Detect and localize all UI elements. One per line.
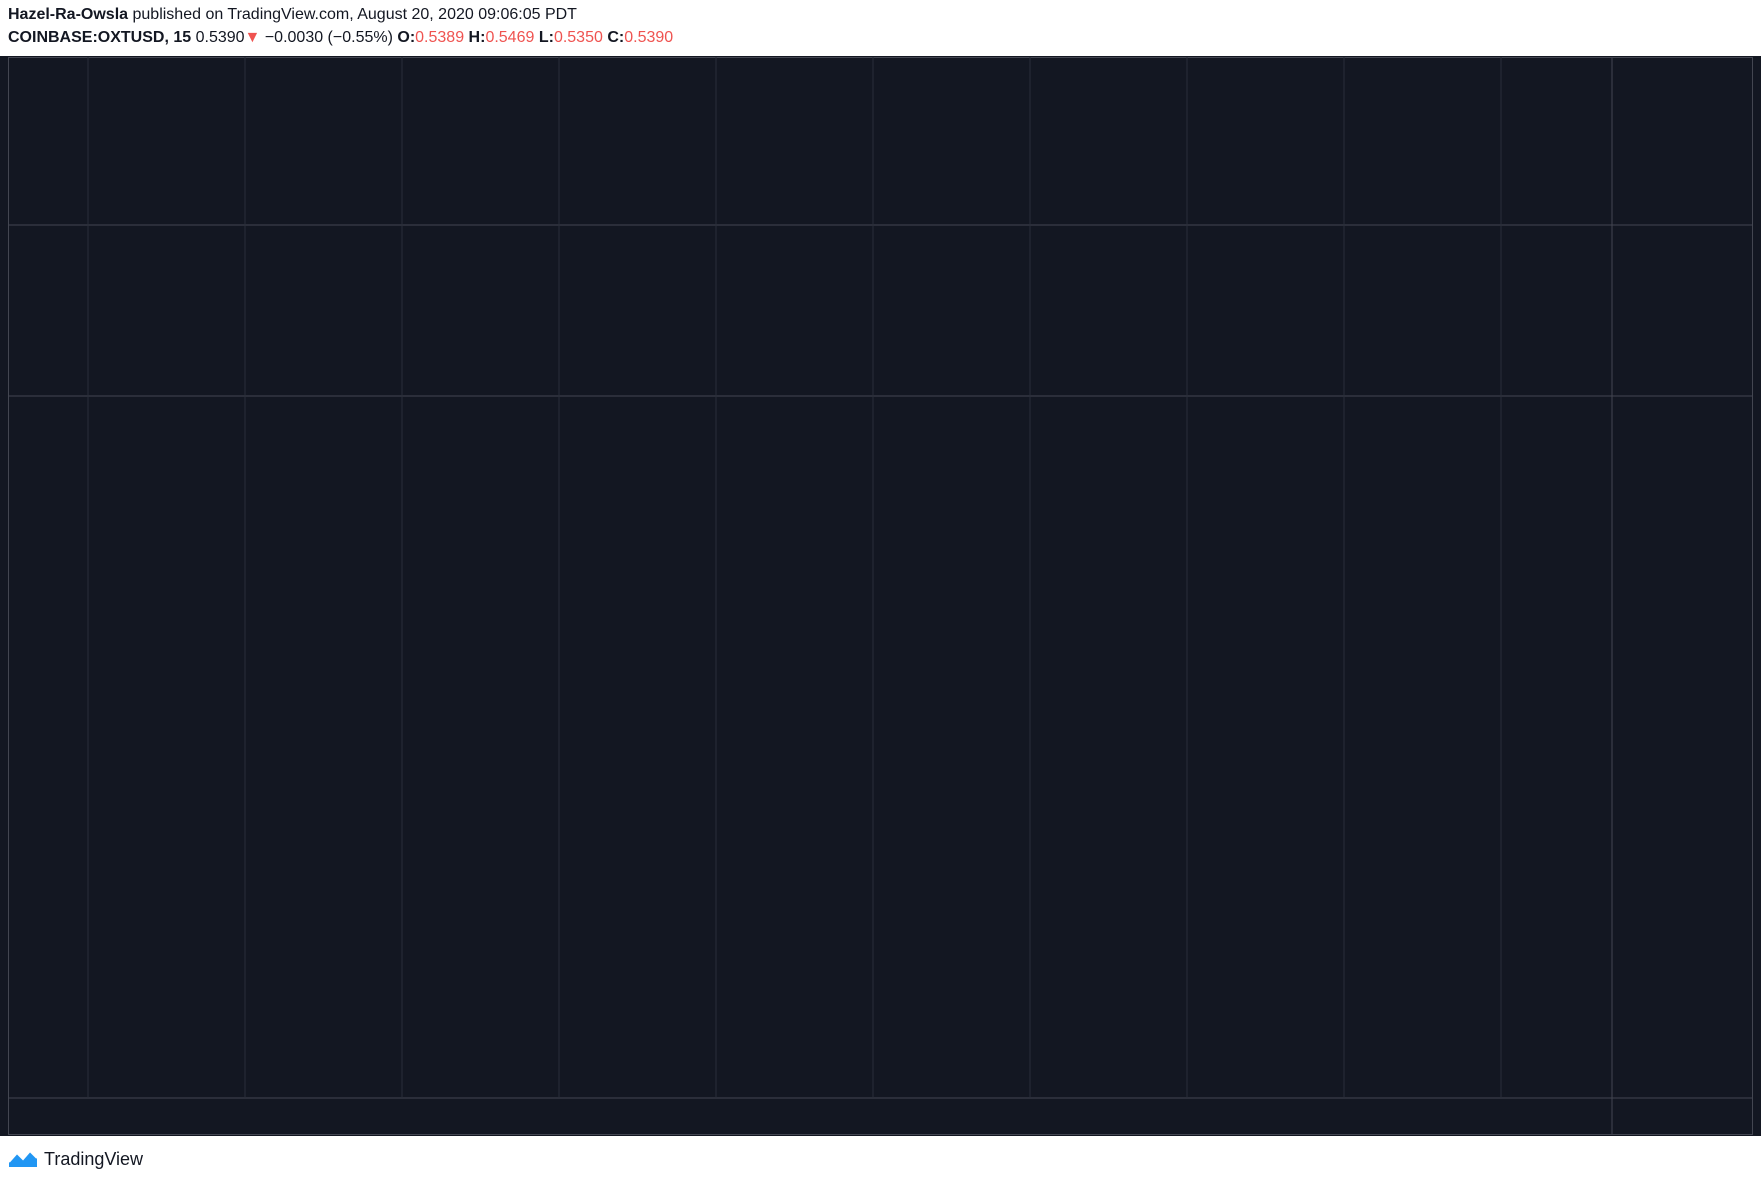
high-label: H: (468, 29, 486, 46)
last-price: 0.5390 (195, 29, 245, 46)
low-value: 0.5350 (553, 29, 603, 46)
chart-header: Hazel-Ra-Owsla published on TradingView.… (0, 0, 1761, 56)
open-value: 0.5389 (415, 29, 465, 46)
footer: TradingView (0, 1136, 1761, 1181)
tradingview-logo-icon[interactable] (8, 1148, 38, 1168)
close-label: C: (607, 29, 625, 46)
author-name[interactable]: Hazel-Ra-Owsla (8, 6, 129, 23)
low-label: L: (538, 29, 554, 46)
chart-frame (8, 57, 1753, 1135)
high-value: 0.5469 (485, 29, 535, 46)
published-text: published on TradingView.com, August 20,… (128, 6, 577, 23)
close-value: 0.5390 (624, 29, 674, 46)
price-change: −0.0030 (−0.55%) (264, 29, 393, 46)
open-label: O: (397, 29, 416, 46)
symbol-line: COINBASE:OXTUSD, 15 0.5390▼ −0.0030 (−0.… (8, 29, 673, 47)
down-arrow-icon: ▼ (244, 29, 261, 46)
publication-line: Hazel-Ra-Owsla published on TradingView.… (8, 6, 577, 24)
chart-canvas[interactable]: 0.01000.00500.0000−0.0050 2000000.000000… (0, 56, 1761, 1136)
chart-background (0, 56, 1761, 1136)
chart-area[interactable]: 0.01000.00500.0000−0.0050 2000000.000000… (0, 56, 1761, 1136)
brand-name[interactable]: TradingView (44, 1149, 144, 1169)
symbol-label[interactable]: COINBASE:OXTUSD, 15 (8, 29, 192, 46)
